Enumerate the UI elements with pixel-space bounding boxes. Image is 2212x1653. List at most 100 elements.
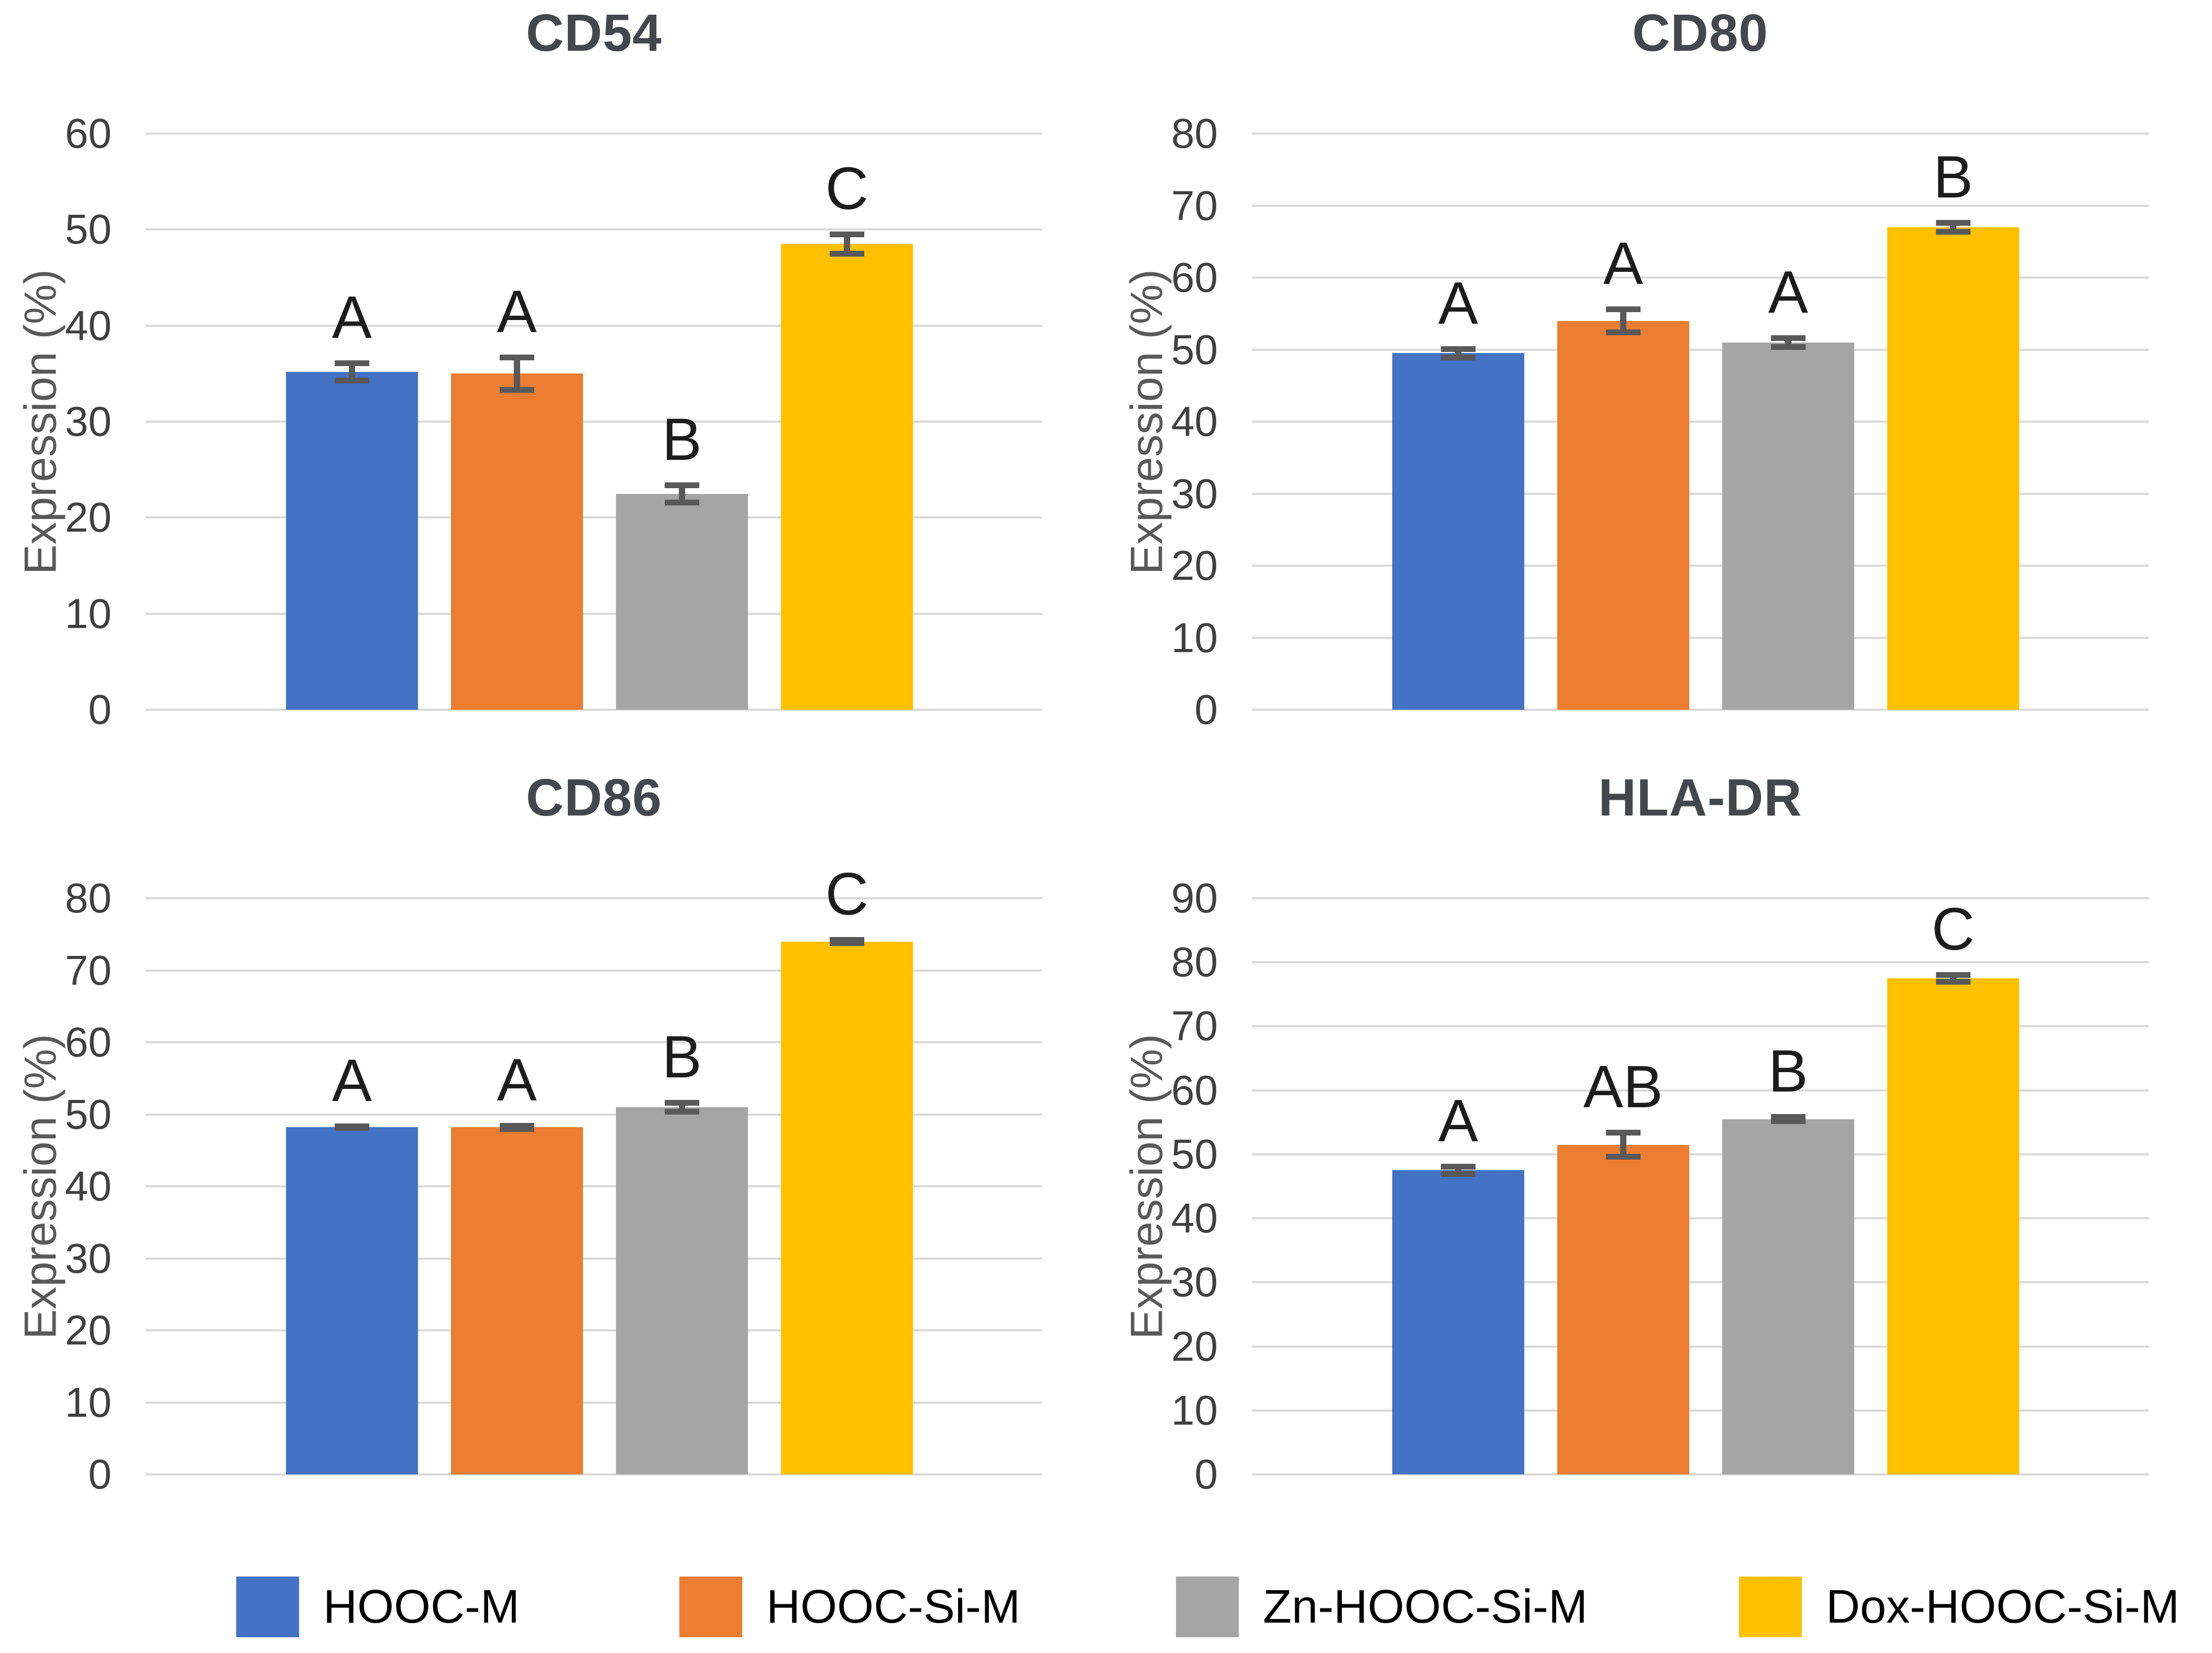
- gridline: [1252, 1153, 2149, 1155]
- error-bar: [664, 482, 699, 505]
- error-bar-cap-bottom: [1770, 344, 1806, 350]
- error-bar-cap-top: [1770, 335, 1806, 341]
- significance-letter: C: [1931, 896, 1975, 963]
- error-bar: [829, 937, 864, 946]
- y-tick-label: 30: [65, 398, 112, 445]
- significance-letter: A: [1768, 259, 1808, 326]
- gridline: [146, 324, 1042, 327]
- significance-letter: A: [1603, 230, 1643, 297]
- y-tick-label: 60: [65, 110, 112, 157]
- error-bar: [1770, 1114, 1806, 1125]
- plot-area-cd54: 0 10 20 30 40 50 60 A A B C: [65, 111, 1042, 733]
- error-bar-line: [1620, 1130, 1626, 1160]
- gridline: [1252, 348, 2149, 351]
- y-tick-label: 10: [65, 590, 112, 637]
- error-bar-line: [1620, 306, 1626, 335]
- error-bar: [1935, 972, 1971, 985]
- bar-hooc-m: [285, 1127, 418, 1474]
- gridline: [1252, 1089, 2149, 1092]
- significance-letter: B: [662, 406, 702, 473]
- chart-title-cd80: CD80: [1632, 4, 1768, 62]
- y-tick-label: 0: [88, 1451, 112, 1497]
- gridline: [146, 1257, 1042, 1260]
- gridline: [1252, 133, 2149, 135]
- error-bar: [334, 360, 369, 383]
- error-bar-line: [843, 232, 850, 257]
- y-tick-label: 70: [65, 946, 112, 994]
- significance-letter: A: [497, 1047, 537, 1114]
- error-bar-cap-top: [1440, 1164, 1476, 1170]
- bar-hooc-m: [1392, 1170, 1524, 1474]
- significance-letter: A: [332, 284, 372, 351]
- error-bar: [829, 232, 864, 257]
- significance-letter: C: [825, 861, 868, 928]
- significance-letter: A: [1438, 1088, 1478, 1155]
- error-bar-cap-bottom: [829, 940, 864, 946]
- error-bar-cap-bottom: [499, 387, 534, 393]
- gridline: [1252, 961, 2149, 964]
- gridline: [146, 612, 1042, 615]
- y-tick-label: 40: [1171, 1195, 1218, 1242]
- error-bar: [499, 354, 534, 393]
- y-tick-label: 60: [65, 1019, 112, 1065]
- gridline: [1252, 1025, 2149, 1028]
- significance-letter: A: [1438, 270, 1478, 337]
- error-bar: [1770, 335, 1806, 350]
- y-tick-label: 20: [1171, 542, 1218, 589]
- error-bar-cap-bottom: [1440, 1171, 1476, 1177]
- significance-letter: B: [1768, 1038, 1808, 1105]
- legend: HOOC-M HOOC-Si-M Zn-HOOC-Si-M Dox-HOOC-Si-M: [0, 1575, 2212, 1644]
- legend-swatch: [236, 1577, 299, 1637]
- legend-item-hooc-m: HOOC-M: [236, 1575, 520, 1638]
- bar-dox-hooc-si-m: [780, 244, 913, 710]
- gridline: [1252, 277, 2149, 279]
- gridline: [1252, 709, 2149, 711]
- bar-hooc-m: [1392, 353, 1524, 710]
- gridline: [1252, 897, 2149, 899]
- error-bar-cap-top: [1935, 972, 1971, 978]
- significance-letter: A: [332, 1048, 372, 1115]
- y-tick-label: 50: [1171, 1130, 1218, 1177]
- error-bar-cap-bottom: [334, 377, 369, 383]
- gridline: [146, 897, 1042, 899]
- gridline: [146, 1041, 1042, 1043]
- error-bar-cap-bottom: [499, 1126, 534, 1132]
- gridline: [146, 709, 1042, 711]
- gridline: [146, 421, 1042, 423]
- significance-letter: AB: [1583, 1054, 1663, 1121]
- gridline: [1252, 421, 2149, 423]
- y-tick-label: 80: [65, 875, 112, 921]
- gridline: [146, 1113, 1042, 1116]
- plot-area-hla-dr: 0 10 20 30 40 50 60 70 80 90 A AB B C: [1171, 875, 2149, 1497]
- legend-item-dox-hooc-si-m: Dox-HOOC-Si-M: [1739, 1575, 2180, 1638]
- gridline: [1252, 492, 2149, 495]
- error-bar-cap-top: [1605, 306, 1641, 312]
- bar-zn-hooc-si-m: [1722, 1119, 1854, 1474]
- gridline: [146, 133, 1042, 135]
- error-bar-cap-bottom: [829, 250, 864, 257]
- y-tick-label: 80: [1171, 110, 1218, 157]
- error-bar: [1935, 220, 1971, 235]
- bar-hooc-si-m: [450, 1127, 583, 1474]
- error-bar-cap-bottom: [1440, 355, 1476, 361]
- error-bar: [499, 1123, 534, 1132]
- gridline: [146, 1473, 1042, 1475]
- y-tick-label: 50: [1171, 326, 1218, 373]
- plot-area-cd86: 0 10 20 30 40 50 60 70 80 A A B C: [65, 861, 1042, 1497]
- y-tick-label: 70: [1171, 1002, 1218, 1050]
- gridline: [1252, 565, 2149, 567]
- chart-panel-cd86: CD86 Expression (%) 0 10 20 30 40 50 60 70 80 A A B…: [0, 765, 1106, 1527]
- gridline: [146, 516, 1042, 519]
- error-bar-cap-top: [664, 1100, 699, 1106]
- y-tick-label: 10: [1171, 614, 1218, 661]
- gridline: [146, 969, 1042, 972]
- error-bar-cap-top: [499, 354, 534, 360]
- error-bar-cap-top: [1770, 1114, 1806, 1120]
- error-bar-cap-top: [1440, 346, 1476, 352]
- bar-dox-hooc-si-m: [1887, 227, 2019, 710]
- y-tick-label: 30: [65, 1235, 112, 1282]
- y-tick-label: 20: [65, 1307, 112, 1353]
- bar-dox-hooc-si-m: [780, 941, 913, 1474]
- chart-panel-cd80: CD80 Expression (%) 0 10 20 30 40 50 60 70 80 A A A…: [1106, 0, 2212, 762]
